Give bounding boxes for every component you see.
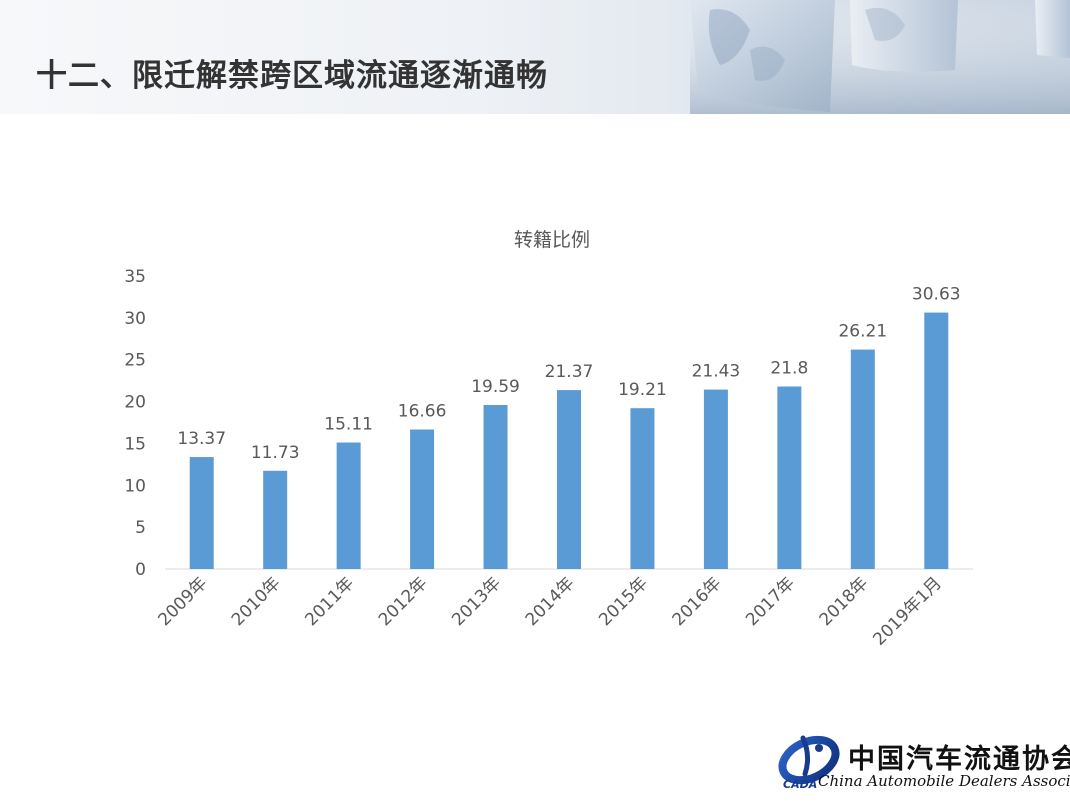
bar (263, 470, 288, 569)
x-tick-label: 2019年1月 (869, 573, 945, 649)
y-tick-label: 35 (124, 267, 146, 287)
bar (703, 389, 728, 569)
logo-abbreviation: CADA (783, 778, 818, 791)
bar-value-label: 19.59 (471, 377, 520, 397)
y-tick-label: 20 (124, 393, 146, 413)
y-tick-label: 30 (124, 309, 146, 329)
y-tick-label: 0 (135, 560, 146, 580)
bar (630, 408, 655, 569)
logo-name-english: China Automobile Dealers Association (818, 772, 1070, 790)
bar-value-label: 21.43 (692, 362, 741, 382)
data-labels-group: 13.37 11.73 15.11 16.66 19.59 21.37 19.21 21.43… (177, 285, 960, 463)
bar (410, 429, 435, 569)
bar (924, 312, 949, 569)
y-axis: 0 5 10 15 20 25 30 35 (124, 267, 146, 580)
x-axis-labels: 2009年 2010年 2011年 2012年 2013年 2014年 2015年 2016年… (155, 573, 946, 649)
bar-value-label: 30.63 (912, 285, 961, 305)
bar (336, 442, 361, 569)
y-tick-label: 25 (124, 351, 146, 371)
y-tick-label: 5 (135, 518, 146, 538)
x-tick-label: 2010年 (228, 573, 285, 630)
bar-value-label: 13.37 (177, 429, 226, 449)
bar-value-label: 21.37 (545, 362, 594, 382)
y-tick-label: 10 (124, 476, 146, 496)
slide-title: 十二、限迁解禁跨区域流通逐渐通畅 (36, 58, 548, 94)
x-tick-label: 2014年 (522, 573, 579, 630)
y-tick-label: 15 (124, 434, 146, 454)
header-cubes-image (690, 0, 1070, 114)
cada-emblem-icon (778, 735, 840, 785)
bar (850, 349, 875, 569)
bar-value-label: 26.21 (838, 322, 887, 342)
x-tick-label: 2011年 (301, 573, 358, 630)
x-tick-label: 2013年 (448, 573, 505, 630)
bar (777, 386, 802, 569)
chart-title: 转籍比例 (514, 229, 590, 251)
bars-group (189, 312, 949, 569)
x-tick-label: 2017年 (742, 573, 799, 630)
bar-value-label: 11.73 (251, 443, 300, 463)
bar (189, 457, 214, 569)
x-tick-label: 2012年 (375, 573, 432, 630)
bar-value-label: 21.8 (770, 359, 808, 379)
footer-logo (775, 728, 1065, 796)
bar-value-label: 15.11 (324, 415, 373, 435)
logo-name-chinese: 中国汽车流通协会 (848, 744, 1070, 775)
x-tick-label: 2016年 (669, 573, 726, 630)
x-tick-label: 2018年 (816, 573, 873, 630)
x-tick-label: 2015年 (595, 573, 652, 630)
bar-value-label: 16.66 (398, 402, 447, 422)
bar (557, 390, 581, 569)
slide-header: 十二、限迁解禁跨区域流通逐渐通畅 (0, 0, 1070, 114)
bar (483, 405, 508, 569)
bar-value-label: 19.21 (618, 380, 667, 400)
x-tick-label: 2009年 (155, 573, 212, 630)
